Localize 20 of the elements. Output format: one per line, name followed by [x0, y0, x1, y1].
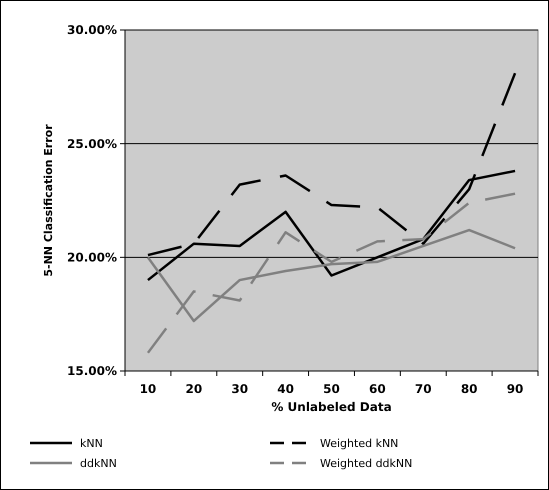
x-tick-label: 30 [231, 382, 248, 396]
x-tick-label: 70 [414, 382, 432, 396]
y-tick-label: 30.00% [67, 23, 117, 38]
legend-label: kNN [80, 436, 103, 450]
x-tick-label: 90 [506, 382, 524, 396]
legend-label: Weighted ddkNN [320, 456, 412, 470]
x-tick-label: 80 [460, 382, 478, 396]
y-tick-label: 15.00% [67, 364, 117, 378]
legend-label: ddkNN [80, 456, 117, 470]
y-axis-title: 5-NN Classification Error [42, 124, 55, 277]
x-tick-label: 50 [323, 382, 340, 396]
x-tick-label: 20 [185, 382, 202, 396]
y-tick-label: 25.00% [67, 136, 117, 151]
x-tick-label: 60 [369, 382, 386, 396]
y-tick-label: 20.00% [67, 250, 117, 265]
x-tick-label: 10 [140, 382, 156, 396]
legend-label: Weighted kNN [320, 436, 398, 450]
x-tick-label: 40 [277, 382, 294, 396]
line-series [146, 192, 516, 354]
x-axis-title: % Unlabeled Data [271, 400, 392, 414]
